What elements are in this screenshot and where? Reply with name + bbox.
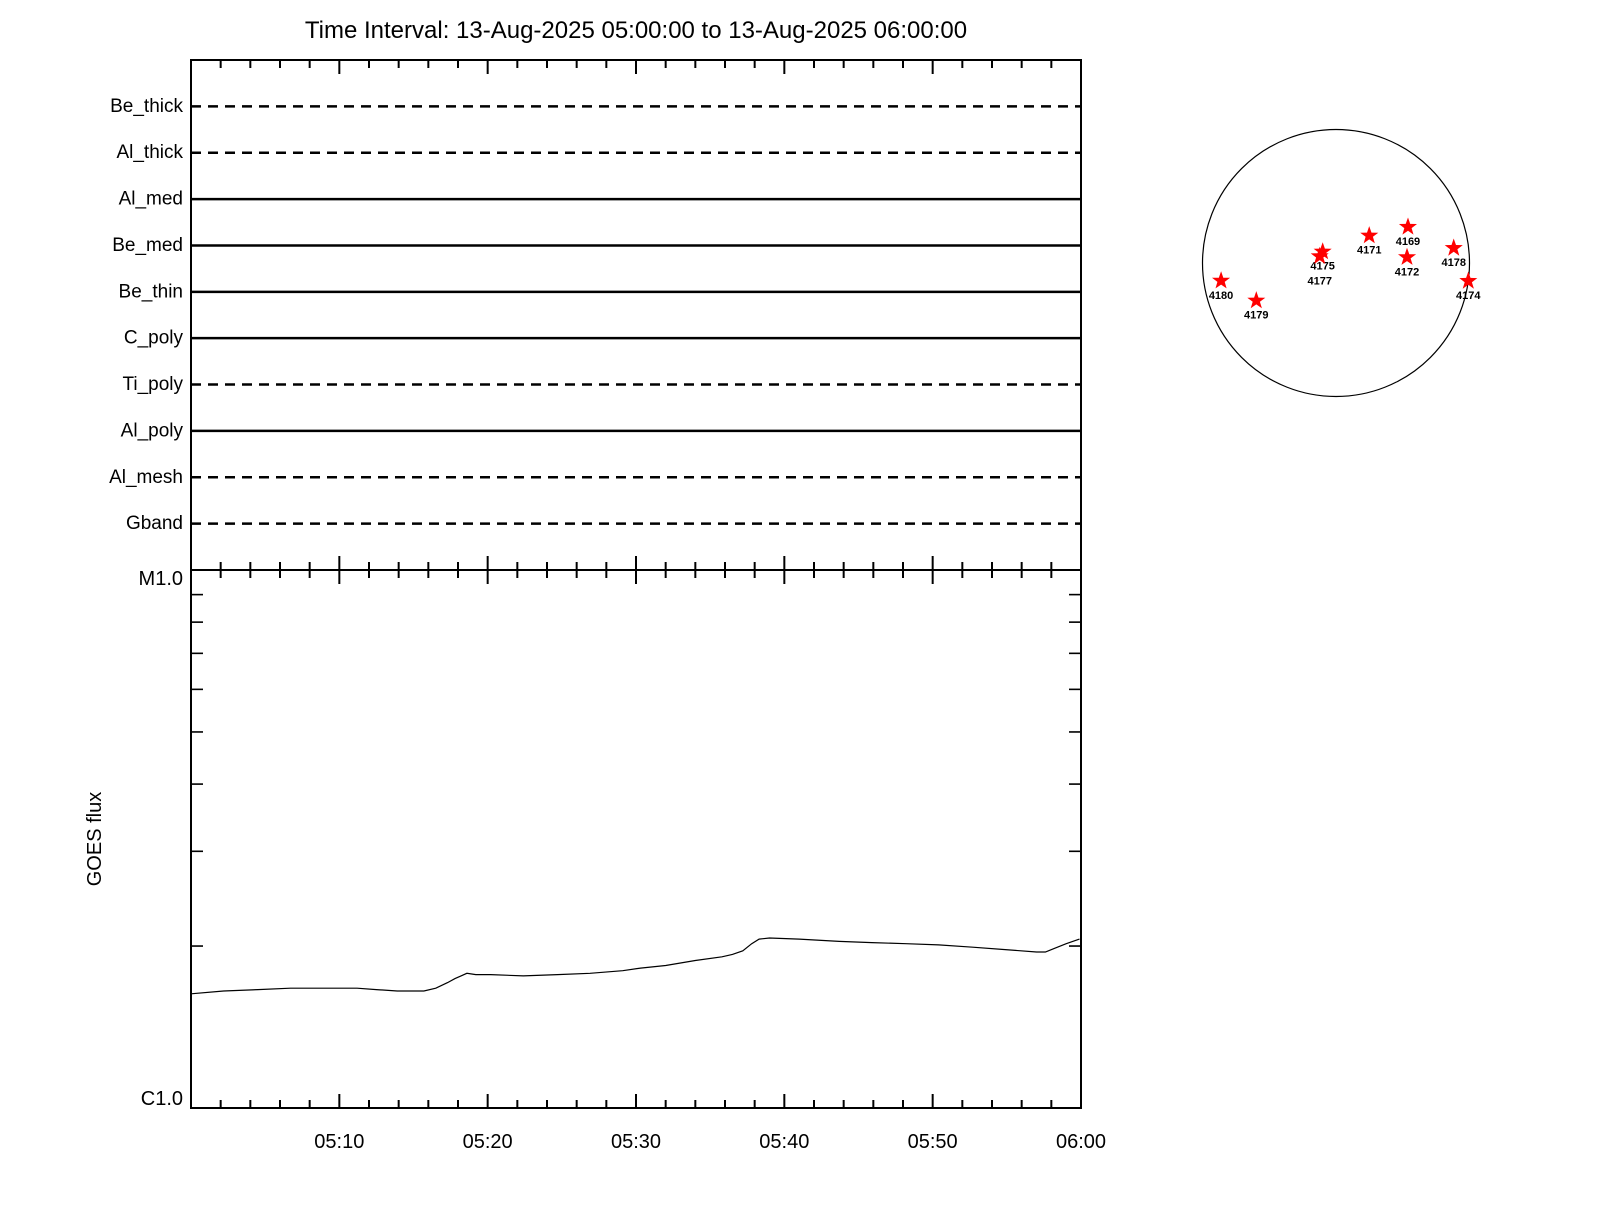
active-region-label-4180: 4180 [1209, 290, 1233, 302]
x-tick-label-05:40: 05:40 [759, 1131, 809, 1153]
filter-row-label-Al_med: Al_med [119, 189, 183, 210]
active-region-star-icon-4171 [1360, 226, 1379, 244]
filter-row-label-Be_med: Be_med [112, 235, 183, 256]
active-region-star-icon-4180 [1212, 271, 1231, 289]
active-region-star-icon-4179 [1247, 291, 1266, 309]
active-region-label-4174: 4174 [1456, 290, 1481, 302]
filter-row-label-Be_thick: Be_thick [110, 96, 183, 117]
y-axis-label-top: M1.0 [139, 568, 183, 590]
y-axis-label-bottom: C1.0 [141, 1088, 183, 1110]
active-region-star-icon-4175 [1313, 242, 1332, 260]
x-tick-label-05:20: 05:20 [463, 1131, 513, 1153]
active-region-label-4171: 4171 [1357, 245, 1381, 257]
x-tick-label-06:00: 06:00 [1056, 1131, 1106, 1153]
filter-row-label-Al_poly: Al_poly [121, 420, 184, 441]
active-region-star-icon-4169 [1398, 217, 1417, 235]
x-tick-labels: 05:10 05:20 05:30 05:40 05:50 06:00 [314, 1131, 1106, 1153]
active-region-label-4172: 4172 [1395, 266, 1419, 278]
filter-rows: Be_thick Al_thick Al_med Be_med Be_thin C_pol… [109, 96, 1081, 534]
goes-flux-panel [190, 569, 1082, 1109]
active-region-star-icon-4177 [1310, 246, 1329, 264]
filter-timeline-panel [190, 59, 1082, 571]
filter-row-label-Ti_poly: Ti_poly [122, 374, 183, 395]
active-region-label-4169: 4169 [1396, 236, 1420, 248]
goes-flux-axis-title: GOES flux [84, 792, 106, 886]
x-tick-label-05:10: 05:10 [314, 1131, 364, 1153]
active-region-label-4177: 4177 [1307, 275, 1331, 287]
goes-flux-curve [190, 937, 1080, 995]
y-axis-ticks [191, 593, 1081, 947]
filter-row-label-Al_mesh: Al_mesh [109, 467, 183, 488]
page-title: Time Interval: 13-Aug-2025 05:00:00 to 1… [304, 17, 968, 44]
x-tick-label-05:30: 05:30 [611, 1131, 661, 1153]
filter-row-label-Gband: Gband [126, 513, 183, 534]
x-tick-label-05:50: 05:50 [908, 1131, 958, 1153]
filter-row-label-Al_thick: Al_thick [116, 142, 183, 163]
filter-row-label-Be_thin: Be_thin [119, 281, 183, 302]
x-axis-ticks [219, 60, 1082, 1108]
active-region-star-icon-4172 [1398, 247, 1417, 265]
filter-row-label-C_poly: C_poly [124, 328, 184, 349]
active-region-label-4178: 4178 [1442, 257, 1466, 269]
active-regions: 4180 4179 4175 4177 4171 4169 4172 4178 4174 [1209, 217, 1481, 322]
active-region-star-icon-4178 [1444, 238, 1463, 256]
solar-disk [1201, 128, 1471, 398]
active-region-label-4179: 4179 [1244, 310, 1268, 322]
active-region-label-4175: 4175 [1310, 261, 1334, 273]
active-region-star-icon-4174 [1459, 271, 1478, 289]
